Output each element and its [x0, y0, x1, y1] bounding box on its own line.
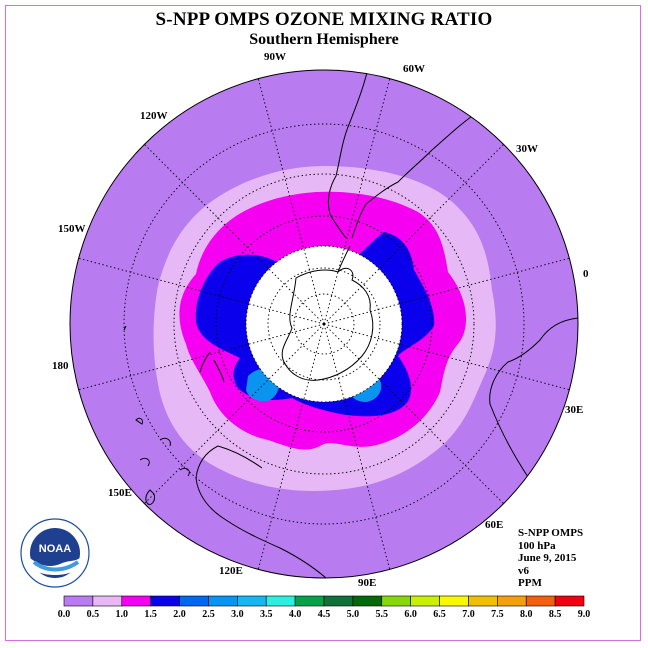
colorbar-swatch — [525, 595, 556, 607]
colorbar-swatch — [121, 595, 151, 607]
map-boundary — [69, 69, 579, 579]
latitude-circle-1 — [245, 245, 403, 403]
map-disk — [70, 70, 578, 578]
colorbar-tick-label: 1.5 — [144, 609, 157, 620]
noaa-logo-text: NOAA — [39, 543, 71, 555]
latitude-circle-3 — [173, 173, 475, 475]
coastline-island-2 — [135, 417, 143, 425]
coastline-tasmania — [145, 489, 155, 505]
colorbar-tick-label: 8.5 — [548, 609, 562, 620]
figure-frame — [5, 5, 641, 641]
colorbar-tick-label: 4.0 — [288, 609, 302, 620]
colorbar-tick-label: 0.5 — [86, 609, 100, 620]
lon-label-150w: 150W — [58, 223, 86, 235]
colorbar-tick-label: 0.0 — [57, 609, 71, 620]
info-date: June 9, 2015 — [518, 552, 577, 564]
noaa-logo-icon: NOAA — [20, 518, 90, 588]
colorbar-swatch — [323, 595, 354, 607]
info-level: 100 hPa — [518, 539, 556, 552]
coastline-south-america — [327, 70, 377, 239]
colorbar-swatch — [497, 595, 527, 607]
coastline-new-zealand — [199, 351, 225, 383]
lon-label-30w: 30W — [516, 143, 538, 155]
colorbar-swatch — [92, 595, 123, 607]
info-units: PPM — [518, 577, 542, 589]
colorbar-tick-label: 5.0 — [346, 609, 360, 620]
lon-label-30e: 30E — [565, 404, 584, 416]
colorbar-tick-label: 6.0 — [404, 609, 417, 620]
lon-label-60w: 60W — [403, 63, 425, 75]
latitude-circle-inner-2 — [293, 293, 355, 355]
coastline-antarctica — [281, 267, 374, 381]
colorbar-swatch — [352, 595, 383, 607]
coastline-australia — [195, 445, 327, 578]
colorbar-tick-label: 5.5 — [375, 609, 389, 620]
colorbar-swatch — [439, 595, 469, 607]
lon-label-90w: 90W — [264, 51, 286, 63]
lon-label-0: 0 — [583, 268, 589, 280]
colorbar-swatch — [265, 595, 296, 607]
colorbar-swatch — [150, 595, 180, 607]
latitude-circle-2 — [215, 215, 433, 433]
lon-label-180: 180 — [52, 360, 69, 372]
colorbar-swatch — [237, 595, 267, 607]
graticule — [78, 78, 570, 570]
coastline-south-america-east — [351, 111, 479, 239]
colorbar-tick-label: 6.5 — [433, 609, 446, 620]
colorbar-tick-label: 3.5 — [259, 609, 273, 620]
latitude-circle-4 — [123, 123, 525, 525]
coastline-island-1 — [123, 325, 127, 331]
colorbar-swatch — [468, 595, 498, 607]
colorbar-tick-label: 4.5 — [317, 609, 331, 620]
lon-label-90e: 90E — [358, 577, 377, 589]
lon-label-120w: 120W — [140, 110, 168, 122]
colorbar — [63, 595, 585, 607]
map-title: S-NPP OMPS OZONE MIXING RATIO — [155, 9, 493, 30]
coastline-indonesia — [139, 437, 190, 477]
colorbar-tick-label: 7.5 — [491, 609, 504, 620]
lon-label-60e: 60E — [485, 519, 504, 531]
colorbar-swatch — [554, 595, 585, 607]
colorbar-swatch — [294, 595, 325, 607]
info-instrument: S-NPP OMPS — [518, 527, 584, 539]
colorbar-tick-label: 8.0 — [519, 609, 533, 620]
map-info-block: S-NPP OMPS 100 hPa June 9, 2015 v6 PPM — [518, 527, 583, 590]
latitude-circle-inner-1 — [267, 267, 381, 381]
lon-label-150e: 150E — [108, 487, 132, 499]
colorbar-swatch — [410, 595, 440, 607]
colorbar-tick-label: 9.0 — [577, 609, 591, 620]
colorbar-swatch — [208, 595, 238, 607]
info-version: v6 — [518, 564, 529, 577]
south-pole-marker — [322, 322, 326, 326]
colorbar-tick-label: 2.0 — [173, 609, 186, 620]
colorbar-tick-label: 3.0 — [231, 609, 244, 620]
colorbar-swatch — [179, 595, 209, 607]
lon-label-120e: 120E — [219, 565, 243, 577]
colorbar-swatch — [381, 595, 411, 607]
colorbar-swatch — [63, 595, 94, 607]
colorbar-tick-label: 1.0 — [115, 609, 129, 620]
coastlines — [123, 70, 578, 578]
colorbar-tick-label: 2.5 — [202, 609, 215, 620]
colorbar-tick-label: 7.0 — [462, 609, 475, 620]
map-subtitle: Southern Hemisphere — [249, 31, 399, 48]
